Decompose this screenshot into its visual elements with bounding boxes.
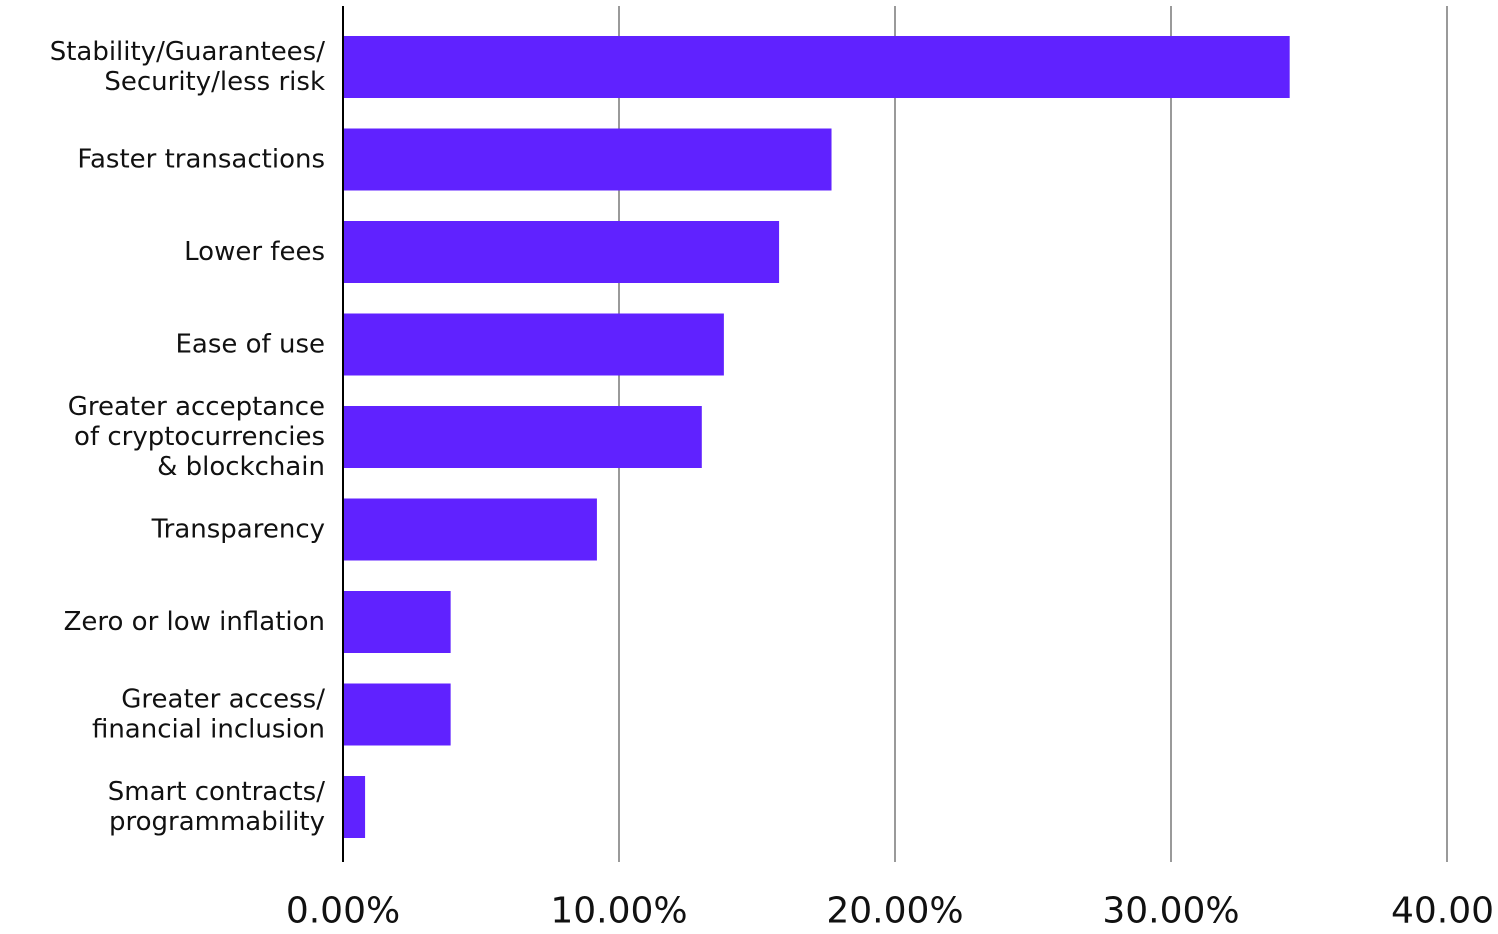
- category-label-line: Greater acceptance: [68, 392, 325, 422]
- category-labels: Stability/Guarantees/Security/less risk F…: [50, 37, 326, 837]
- category-label-line: Transparency: [151, 515, 325, 545]
- category-label-line: Stability/Guarantees/: [50, 37, 326, 67]
- category-label-line: Smart contracts/: [108, 777, 325, 807]
- category-label-4: Greater acceptance of cryptocurrencies & b…: [68, 392, 325, 482]
- x-tick-label-3: 30.00%: [1102, 891, 1239, 932]
- bar-1: [343, 128, 832, 191]
- bars: [343, 36, 1290, 838]
- bar-2: [343, 221, 780, 283]
- category-label-line: Greater access/: [121, 685, 325, 715]
- bar-0: [343, 36, 1290, 98]
- category-label-5: Transparency: [151, 515, 325, 545]
- x-tick-label-1: 10.00%: [550, 891, 687, 932]
- category-label-line: Zero or low inflation: [64, 607, 325, 637]
- bar-7: [343, 683, 451, 746]
- bar-6: [343, 591, 451, 653]
- x-tick-label-0: 0.00%: [286, 891, 400, 932]
- category-label-line: & blockchain: [157, 452, 325, 482]
- category-label-line: Ease of use: [175, 330, 325, 360]
- category-label-line: programmability: [109, 807, 325, 837]
- x-tick-labels: 0.00% 10.00% 20.00% 30.00% 40.00: [286, 891, 1494, 932]
- bar-5: [343, 498, 597, 561]
- category-label-8: Smart contracts/programmability: [108, 777, 325, 837]
- category-label-line: Security/less risk: [104, 67, 325, 97]
- category-label-3: Ease of use: [175, 330, 325, 360]
- category-label-1: Faster transactions: [77, 145, 325, 175]
- category-label-2: Lower fees: [184, 237, 325, 267]
- category-label-line: Lower fees: [184, 237, 325, 267]
- category-label-line: of cryptocurrencies: [74, 422, 325, 452]
- category-label-0: Stability/Guarantees/Security/less risk: [50, 37, 326, 97]
- category-label-line: financial inclusion: [92, 715, 325, 745]
- category-label-6: Zero or low inflation: [64, 607, 325, 637]
- x-tick-label-4: 40.00: [1391, 891, 1494, 932]
- category-label-line: Faster transactions: [77, 145, 325, 175]
- category-label-7: Greater access/financial inclusion: [92, 685, 325, 745]
- bar-8: [343, 776, 366, 838]
- bar-3: [343, 313, 724, 376]
- x-tick-label-2: 20.00%: [826, 891, 963, 932]
- bar-4: [343, 406, 702, 468]
